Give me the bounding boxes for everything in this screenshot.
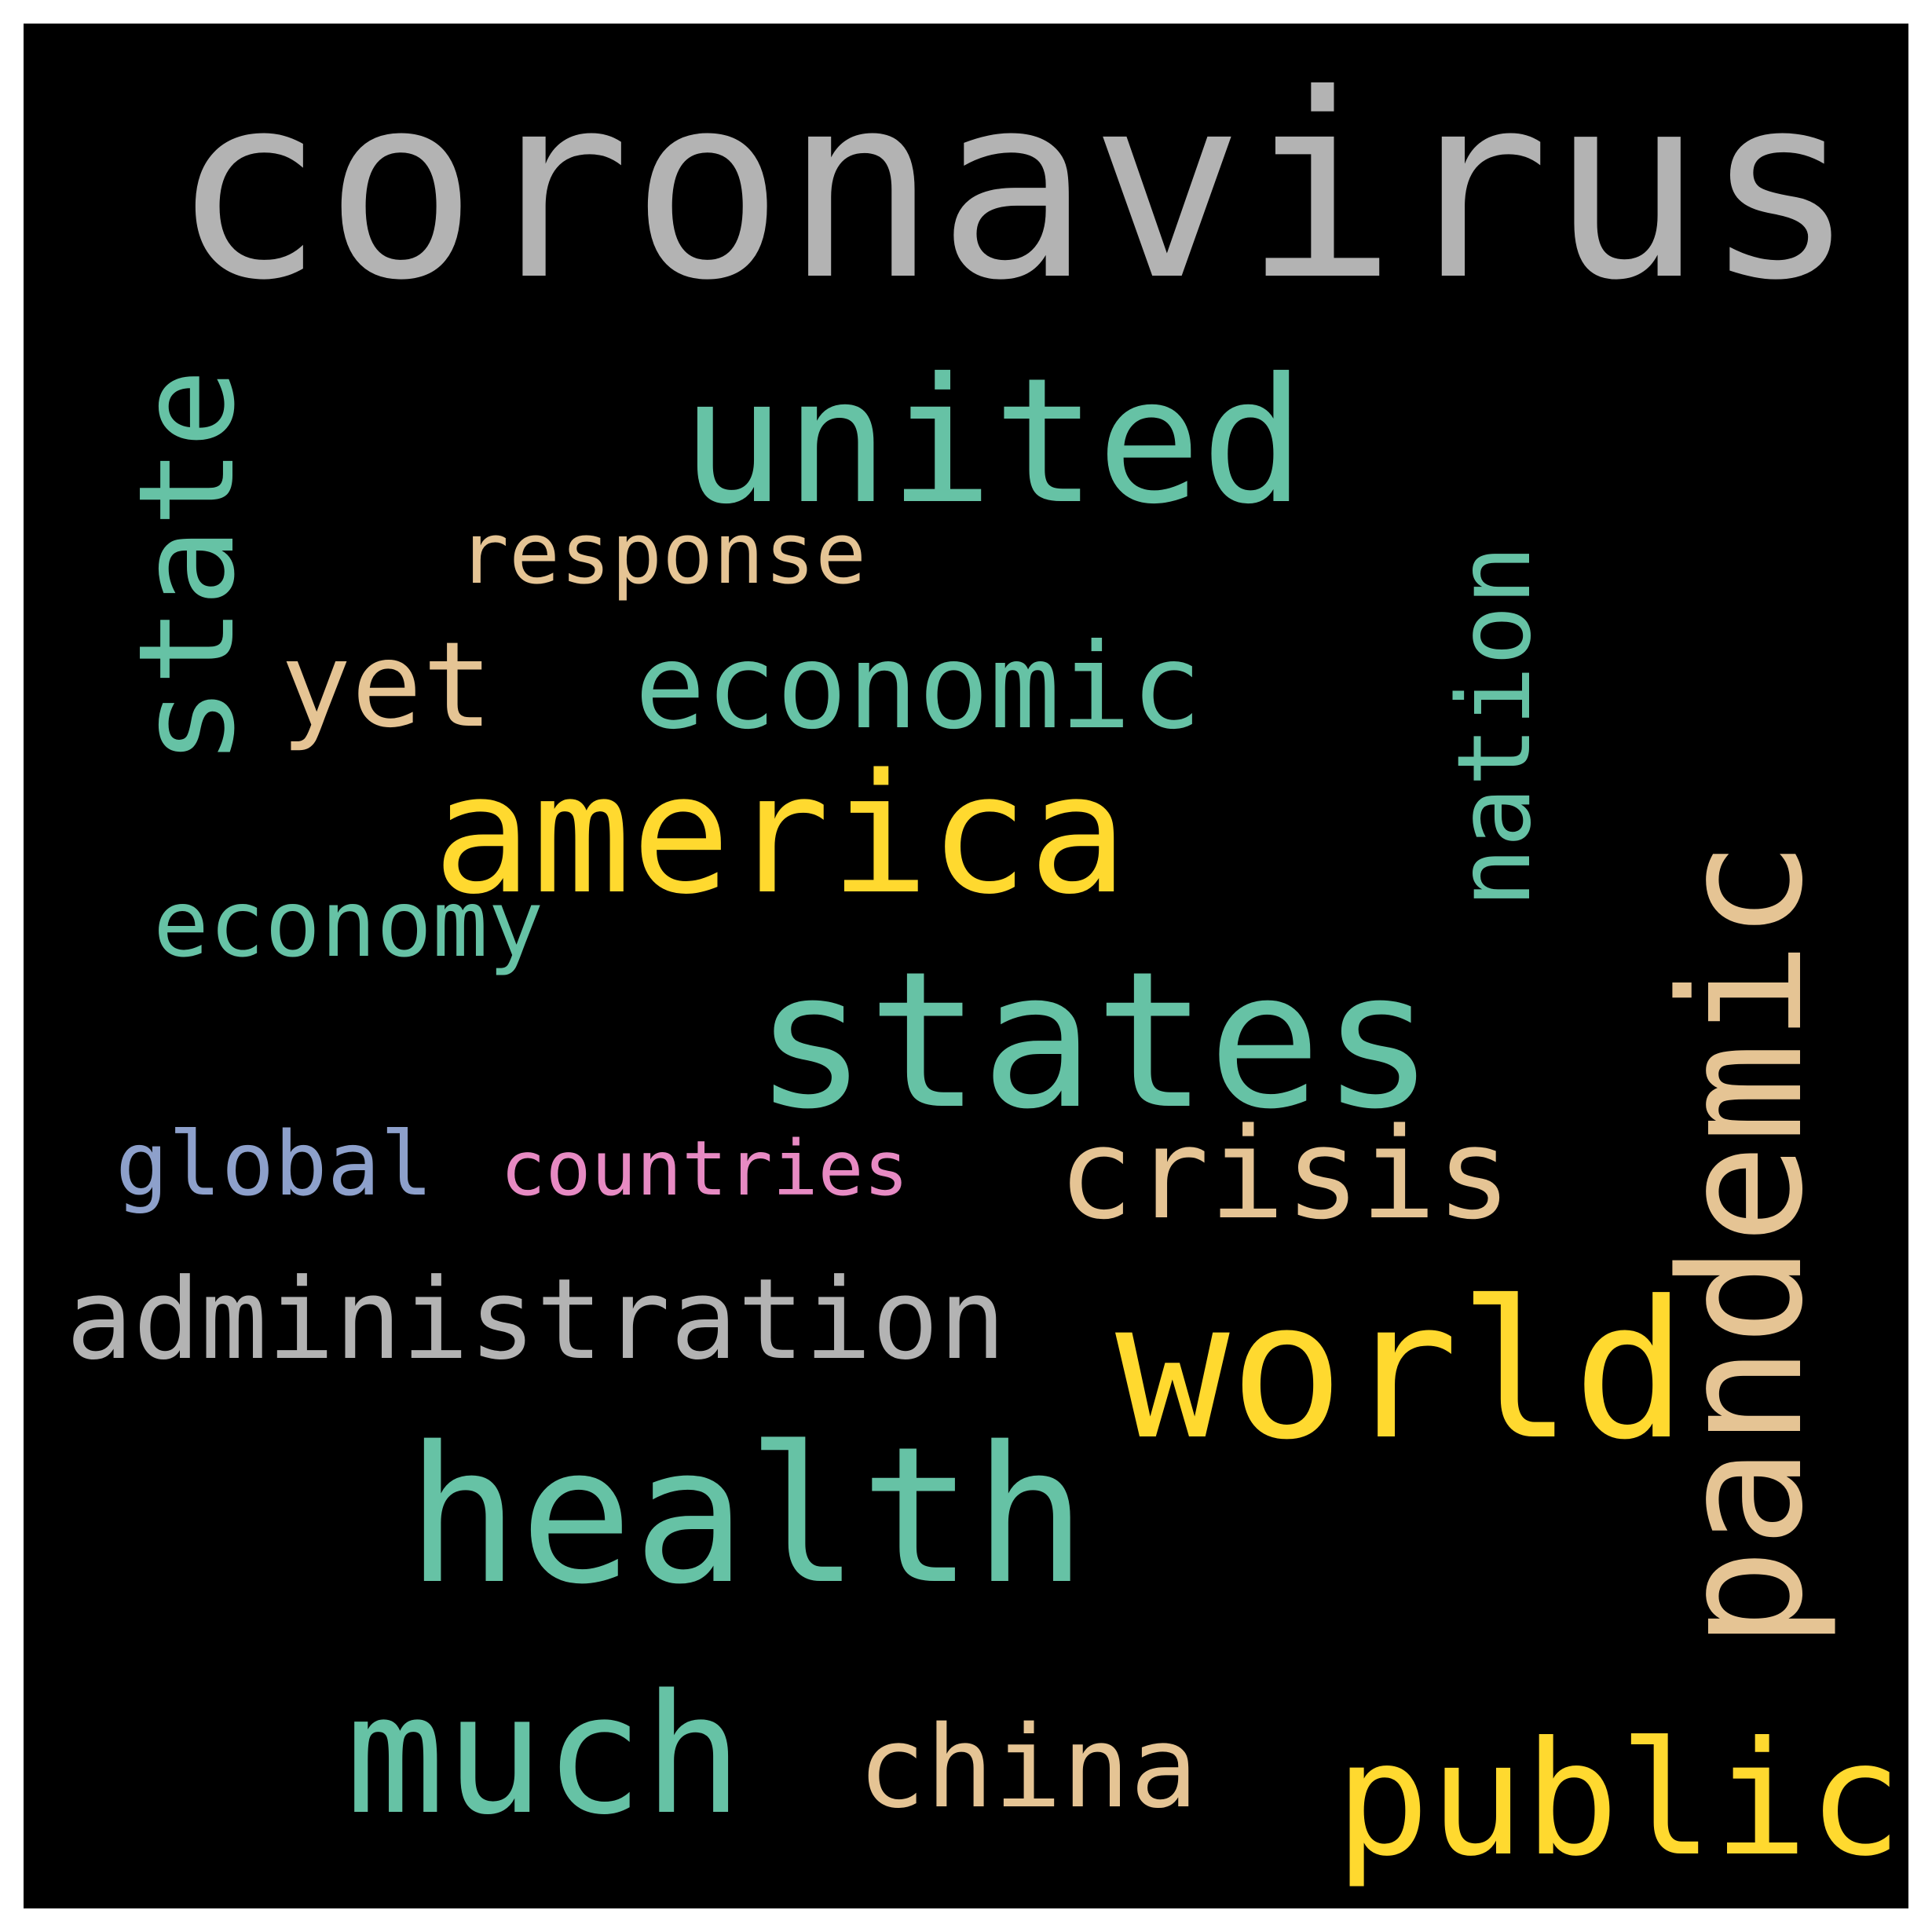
word-yet: yet xyxy=(280,617,493,754)
word-economy: economy xyxy=(153,869,544,978)
word-world: world xyxy=(1115,1261,1688,1482)
word-countries: countries xyxy=(500,1125,909,1213)
word-nation: nation xyxy=(1436,544,1553,908)
word-united: united xyxy=(681,341,1305,542)
word-state: state xyxy=(110,368,264,766)
word-america: america xyxy=(433,738,1129,931)
word-economic: economic xyxy=(635,619,1202,756)
word-health: health xyxy=(406,1406,1087,1626)
word-crisis: crisis xyxy=(1058,1100,1512,1247)
word-global: global xyxy=(115,1114,434,1216)
word-pandemic: pandemic xyxy=(1645,840,1840,1649)
word-states: states xyxy=(754,931,1435,1151)
word-cloud: coronavirus united state response nation… xyxy=(24,24,1908,1908)
word-china: china xyxy=(858,1701,1198,1833)
word-coronavirus: coronavirus xyxy=(171,40,1857,336)
word-response: response xyxy=(458,505,867,603)
word-much: much xyxy=(346,1659,743,1851)
word-public: public xyxy=(1335,1708,1903,1891)
word-administration: administration xyxy=(66,1255,1006,1385)
